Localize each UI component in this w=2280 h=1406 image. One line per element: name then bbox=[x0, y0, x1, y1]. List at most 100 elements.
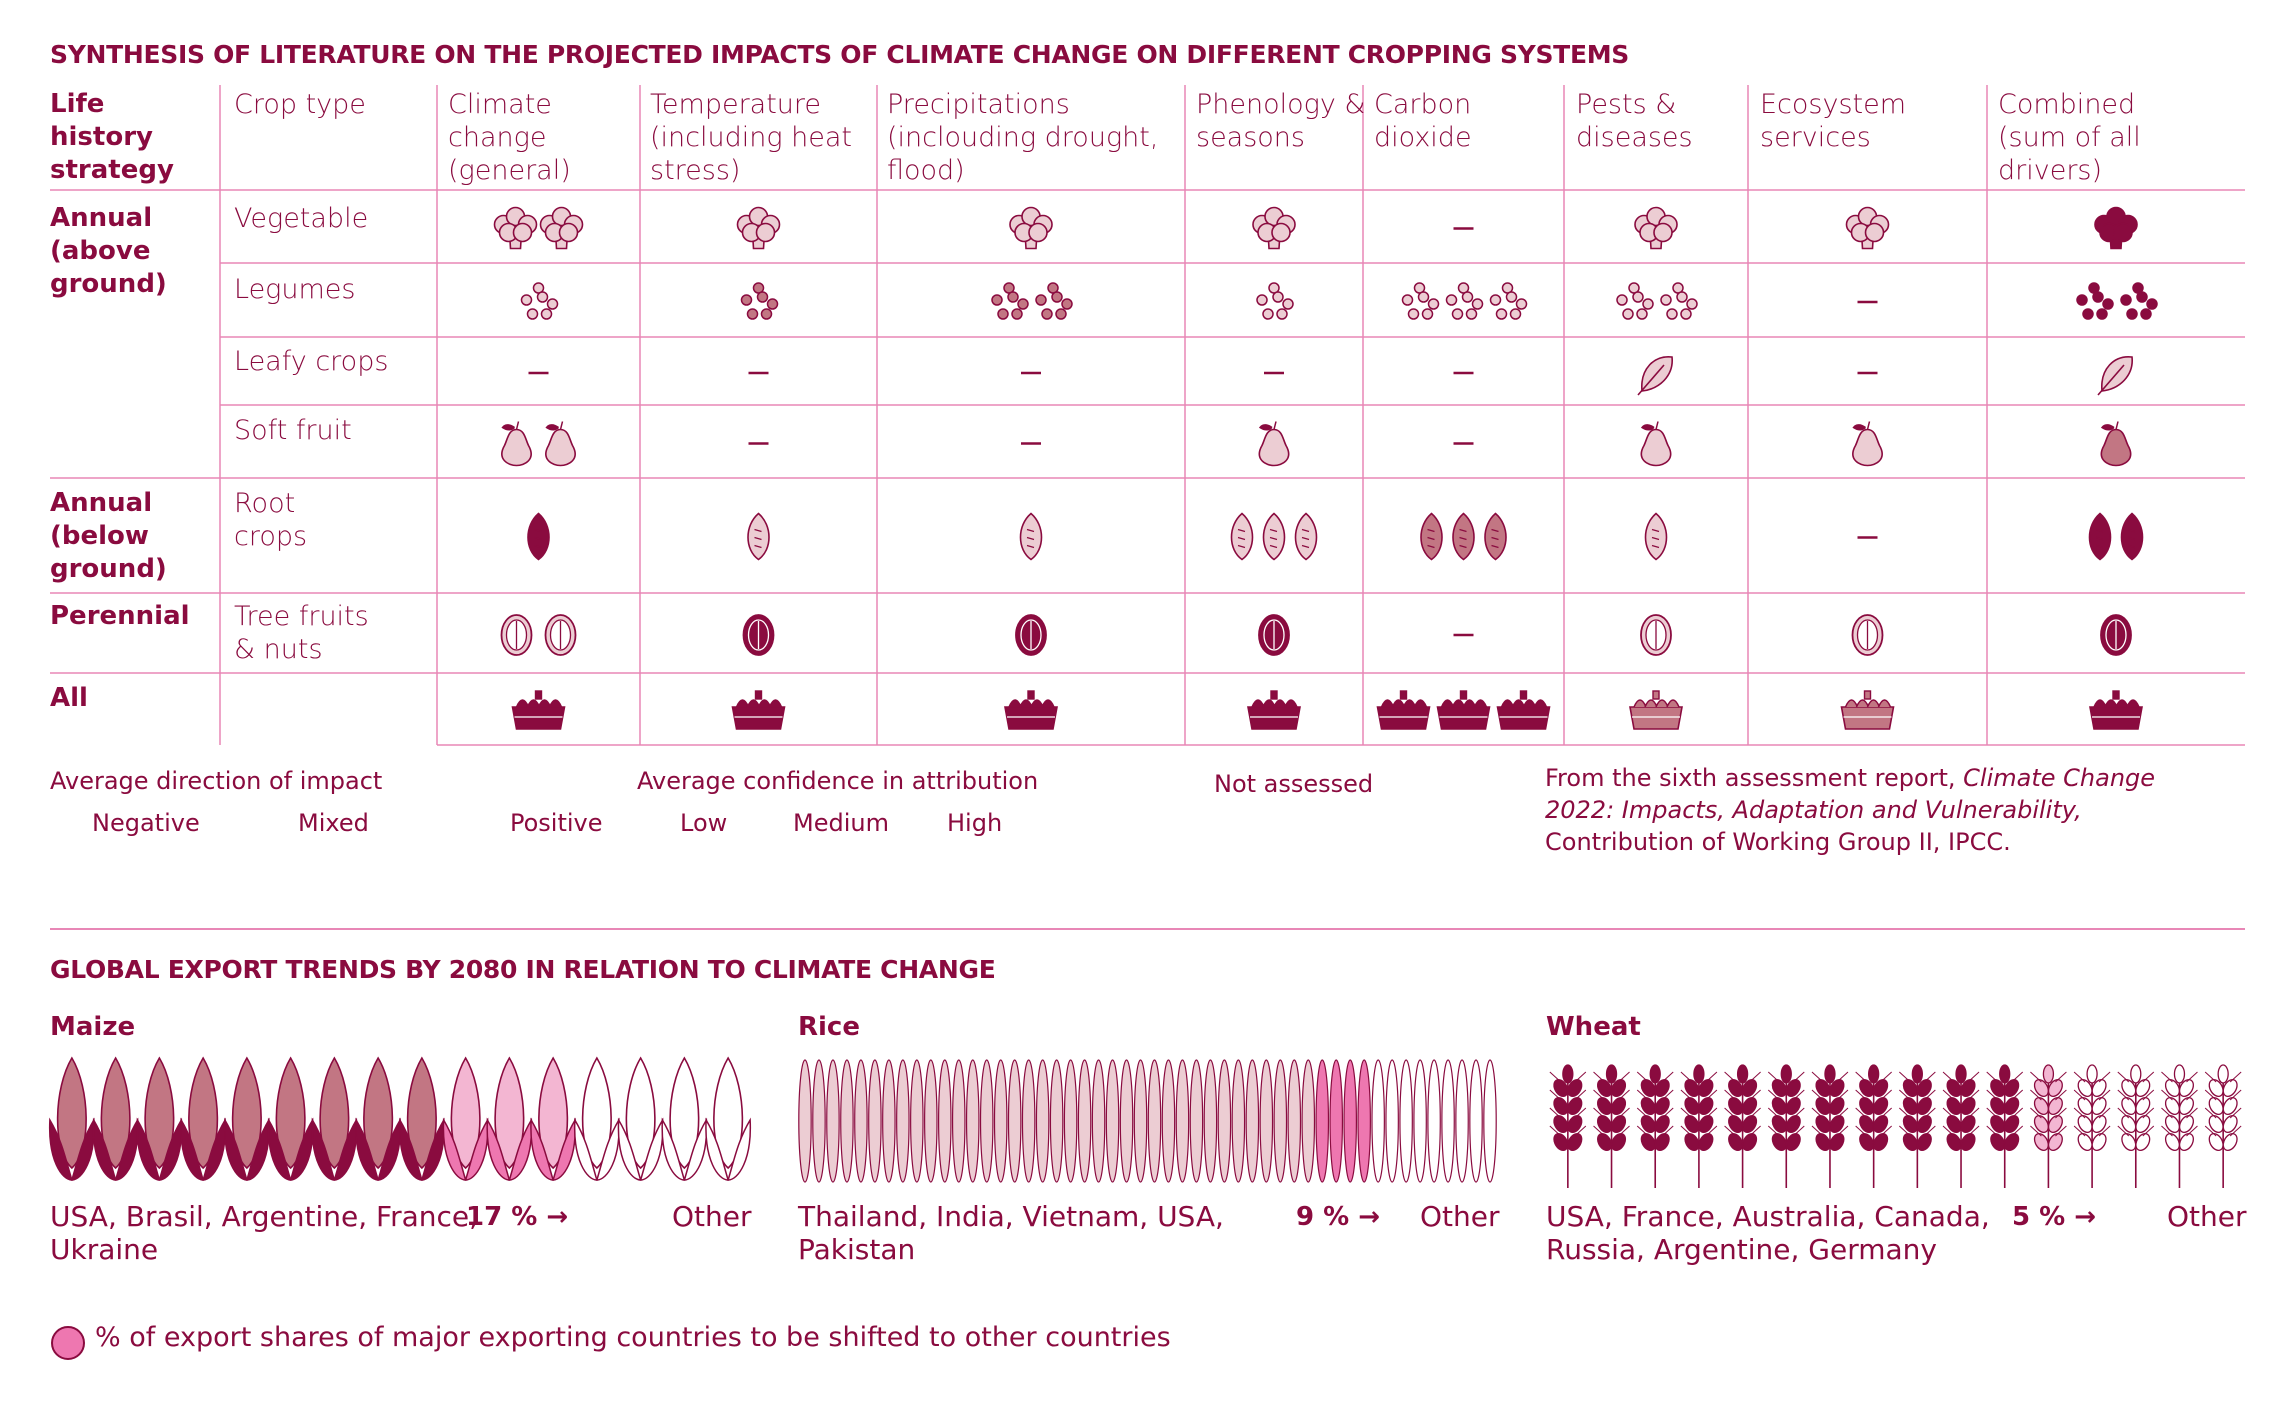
wheat-stalk bbox=[1636, 1064, 1674, 1188]
wheat-title: Wheat bbox=[1546, 1012, 1641, 1042]
basket-icon bbox=[1629, 690, 1683, 730]
maize-ear bbox=[311, 1056, 358, 1181]
rice-grain bbox=[1343, 1059, 1358, 1183]
rice-grain bbox=[1231, 1059, 1246, 1183]
rice-countries: Thailand, India, Vietnam, USA, Pakistan bbox=[798, 1200, 1224, 1266]
wheat-stalk bbox=[2073, 1064, 2111, 1188]
rice-grain bbox=[1189, 1059, 1204, 1183]
shift-footnote: % of export shares of major exporting co… bbox=[95, 1322, 1171, 1353]
beans-icon bbox=[2120, 282, 2158, 320]
beans-icon bbox=[740, 282, 779, 320]
header-crop-type: Crop type bbox=[234, 89, 366, 120]
crop-soft-fruit: Soft fruit bbox=[234, 415, 352, 446]
beans-icon bbox=[1489, 282, 1528, 320]
sweet-potato-icon bbox=[1019, 512, 1043, 561]
legend-high: High bbox=[947, 809, 1003, 837]
maize-ear bbox=[617, 1056, 664, 1181]
strategy-annual-below: Annual (below ground) bbox=[50, 488, 167, 584]
header-strategy: Life history strategy bbox=[50, 89, 174, 185]
rice-other: Other bbox=[1420, 1200, 1500, 1233]
walnut-icon bbox=[742, 614, 775, 656]
legend-direction-title: Average direction of impact bbox=[50, 767, 383, 795]
shift-legend-swatch bbox=[51, 1326, 85, 1360]
rice-grain bbox=[1007, 1059, 1022, 1183]
rice-grain bbox=[965, 1059, 980, 1183]
maize-ear bbox=[92, 1056, 139, 1181]
strategy-annual-above: Annual (above ground) bbox=[50, 203, 167, 299]
maize-ear bbox=[180, 1056, 226, 1181]
rice-grain bbox=[1427, 1059, 1441, 1183]
beans-icon bbox=[1616, 282, 1654, 320]
source-prefix: From the sixth assessment report, bbox=[1545, 764, 1964, 792]
legend-positive: Positive bbox=[510, 809, 603, 837]
crop-vegetable: Vegetable bbox=[234, 203, 369, 234]
beans-icon bbox=[1035, 282, 1073, 320]
rice-grain bbox=[1217, 1059, 1232, 1183]
rice-grain bbox=[937, 1059, 952, 1183]
header-temperature: Temperature (including heat stress) bbox=[650, 89, 852, 186]
walnut-icon bbox=[500, 614, 533, 656]
leaf-icon bbox=[2097, 356, 2133, 396]
broccoli-icon bbox=[1634, 206, 1678, 250]
rice-grain bbox=[1287, 1059, 1302, 1183]
rice-grain bbox=[812, 1059, 826, 1183]
wheat-stalk bbox=[1986, 1064, 2024, 1188]
maize-ear bbox=[530, 1056, 576, 1181]
strategy-all: All bbox=[50, 683, 88, 713]
crop-legumes: Legumes bbox=[234, 274, 356, 305]
rice-grain bbox=[1161, 1059, 1176, 1183]
walnut-icon bbox=[1015, 614, 1047, 656]
maize-ear bbox=[399, 1056, 445, 1181]
basket-icon bbox=[1247, 690, 1301, 730]
walnut-icon bbox=[1258, 614, 1290, 656]
rice-grain bbox=[951, 1059, 966, 1183]
maize-share-label: 17 % → bbox=[466, 1202, 569, 1232]
header-phenology: Phenology & seasons bbox=[1196, 89, 1366, 153]
maize-ear bbox=[267, 1056, 314, 1181]
rice-grain bbox=[1119, 1059, 1134, 1183]
sweet-potato-icon bbox=[1644, 512, 1668, 561]
maize-ear bbox=[574, 1056, 620, 1181]
rice-grain bbox=[1371, 1059, 1385, 1183]
beans-icon bbox=[1445, 282, 1484, 320]
walnut-icon bbox=[1851, 614, 1884, 656]
rice-grain bbox=[840, 1059, 854, 1183]
broccoli-icon bbox=[736, 206, 781, 250]
header-pests: Pests & diseases bbox=[1576, 89, 1693, 153]
broccoli-icon bbox=[1252, 206, 1296, 250]
rice-grain bbox=[1175, 1059, 1190, 1183]
rice-grain bbox=[896, 1059, 910, 1183]
maize-ear bbox=[486, 1056, 533, 1181]
basket-icon bbox=[511, 690, 566, 730]
export-graphics bbox=[49, 1056, 2242, 1188]
maize-ear bbox=[355, 1056, 401, 1181]
broccoli-icon bbox=[1845, 206, 1890, 250]
rice-grain bbox=[1441, 1059, 1455, 1183]
rice-grain bbox=[1147, 1059, 1162, 1183]
legend-negative: Negative bbox=[92, 809, 200, 837]
crop-tree-fruits: Tree fruits & nuts bbox=[234, 601, 369, 665]
legend-low: Low bbox=[680, 809, 728, 837]
sweet-potato-icon bbox=[2120, 512, 2144, 561]
sweet-potato-icon bbox=[1230, 512, 1254, 561]
maize-other: Other bbox=[672, 1200, 752, 1233]
rice-grain bbox=[910, 1059, 924, 1183]
maize-ear bbox=[705, 1056, 751, 1181]
legend-mixed: Mixed bbox=[298, 809, 369, 837]
legend-medium: Medium bbox=[793, 809, 889, 837]
walnut-icon bbox=[544, 614, 577, 656]
basket-icon bbox=[1496, 690, 1551, 730]
wheat-stalk bbox=[2204, 1064, 2242, 1188]
legend-not-assessed: Not assessed bbox=[1214, 770, 1374, 798]
crop-root: Root crops bbox=[234, 488, 308, 552]
rice-grain bbox=[854, 1059, 868, 1183]
wheat-stalk bbox=[2117, 1064, 2155, 1188]
rice-grain bbox=[1455, 1059, 1469, 1183]
beans-icon bbox=[991, 282, 1029, 320]
section-divider bbox=[50, 928, 2245, 930]
rice-grain bbox=[1315, 1059, 1330, 1183]
maize-ear bbox=[136, 1056, 183, 1181]
rice-grain bbox=[882, 1059, 896, 1183]
source-note: From the sixth assessment report, Climat… bbox=[1545, 762, 2225, 858]
strategy-perennial: Perennial bbox=[50, 601, 190, 631]
